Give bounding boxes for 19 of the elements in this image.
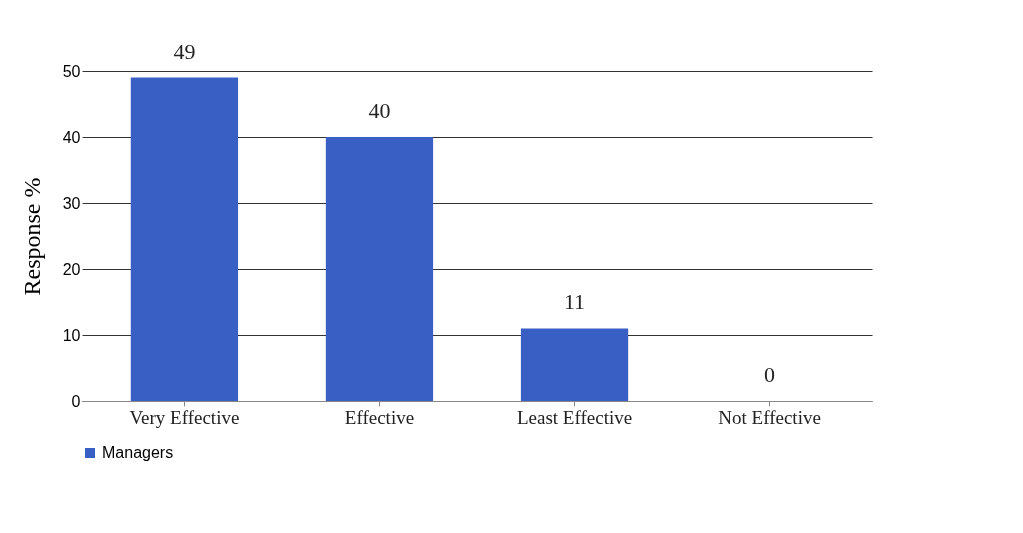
bar — [130, 77, 239, 401]
y-tick-label: 50 — [62, 62, 81, 80]
data-label: 0 — [764, 362, 776, 387]
x-tick-label: Effective — [344, 406, 415, 428]
data-label: 40 — [368, 98, 391, 123]
y-axis-title: Response % — [18, 177, 45, 296]
y-tick-label: 0 — [71, 392, 81, 410]
y-tick-label: 20 — [62, 260, 81, 278]
y-tick-label: 40 — [62, 128, 81, 146]
y-tick-label: 10 — [62, 326, 81, 344]
bar — [325, 137, 434, 401]
x-tick-label: Least Effective — [516, 406, 633, 428]
x-tick-label: Very Effective — [129, 406, 240, 428]
legend-label: Managers — [102, 444, 174, 461]
data-label: 11 — [563, 289, 586, 315]
bar — [520, 328, 629, 401]
x-tick-label: Not Effective — [718, 406, 821, 428]
y-tick-label: 30 — [62, 194, 81, 212]
data-label: 49 — [173, 38, 196, 64]
